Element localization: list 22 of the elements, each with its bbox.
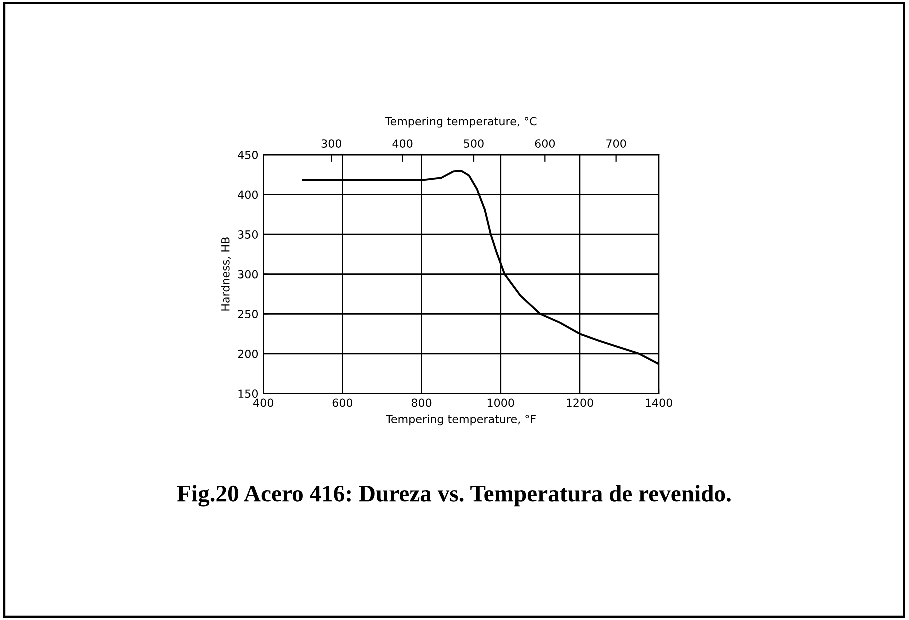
y-tick-label: 150 (238, 390, 258, 398)
x-tick-label: 1200 (567, 398, 594, 408)
y-tick-label: 350 (238, 230, 258, 239)
caption: Fig.20 Acero 416: Dureza vs. Temperatura de revenido. (177, 485, 731, 507)
y-tick-label: 400 (238, 190, 258, 200)
x-tick-label: 1400 (646, 398, 672, 408)
x2-tick-label: 700 (606, 140, 626, 148)
y-tick-label: 200 (238, 350, 258, 358)
x2-tick-label: 600 (535, 140, 556, 148)
y-tick-label: 300 (238, 270, 258, 279)
x2-tick-label: 500 (464, 140, 484, 148)
y-axis-title: Hardness, HB (221, 238, 231, 311)
x-tick-label: 600 (332, 398, 353, 408)
x-tick-label: 1000 (488, 398, 514, 408)
y-tick-label: 250 (238, 310, 258, 319)
x2-axis-title: Tempering temperature, °C (385, 117, 537, 128)
x2-tick-label: 300 (322, 140, 342, 148)
x-tick-label: 800 (412, 398, 432, 408)
y-tick-label: 450 (238, 150, 258, 160)
x-axis-title: Tempering temperature, °F (386, 414, 536, 426)
x2-tick-label: 400 (392, 140, 413, 148)
x-tick-label: 400 (254, 398, 274, 408)
